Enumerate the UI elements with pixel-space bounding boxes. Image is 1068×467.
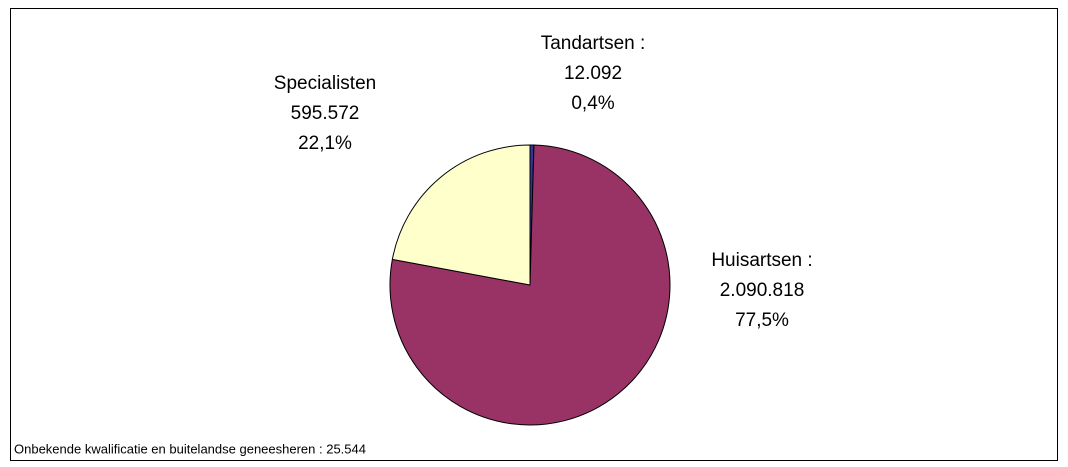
slice-value-label: 595.572 (291, 103, 360, 124)
slice-percentage-label: 77,5% (735, 310, 789, 331)
slice-label: Huisartsen : (711, 250, 812, 271)
slice-label: Specialisten (274, 73, 376, 94)
slice-percentage-label: 22,1% (298, 133, 352, 154)
chart-note: Onbekende kwalificatie en buitelandse ge… (14, 441, 366, 456)
pie-slice (391, 144, 531, 286)
slice-value-label: 12.092 (564, 63, 622, 84)
slice-label: Tandartsen : (541, 33, 646, 54)
slice-value-label: 2.090.818 (720, 280, 805, 301)
slice-percentage-label: 0,4% (571, 93, 614, 114)
